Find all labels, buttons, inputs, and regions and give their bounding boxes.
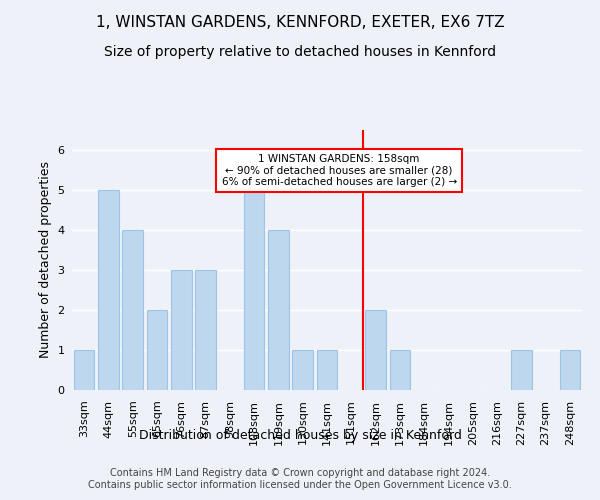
- Bar: [195, 270, 216, 390]
- Bar: [511, 350, 532, 390]
- Bar: [268, 230, 289, 390]
- Bar: [365, 310, 386, 390]
- Bar: [292, 350, 313, 390]
- Text: 1 WINSTAN GARDENS: 158sqm
← 90% of detached houses are smaller (28)
6% of semi-d: 1 WINSTAN GARDENS: 158sqm ← 90% of detac…: [221, 154, 457, 187]
- Text: Contains HM Land Registry data © Crown copyright and database right 2024.
Contai: Contains HM Land Registry data © Crown c…: [88, 468, 512, 490]
- Bar: [74, 350, 94, 390]
- Text: Size of property relative to detached houses in Kennford: Size of property relative to detached ho…: [104, 45, 496, 59]
- Y-axis label: Number of detached properties: Number of detached properties: [38, 162, 52, 358]
- Bar: [171, 270, 191, 390]
- Bar: [146, 310, 167, 390]
- Bar: [317, 350, 337, 390]
- Bar: [244, 190, 265, 390]
- Bar: [122, 230, 143, 390]
- Text: 1, WINSTAN GARDENS, KENNFORD, EXETER, EX6 7TZ: 1, WINSTAN GARDENS, KENNFORD, EXETER, EX…: [95, 15, 505, 30]
- Bar: [389, 350, 410, 390]
- Text: Distribution of detached houses by size in Kennford: Distribution of detached houses by size …: [139, 428, 461, 442]
- Bar: [98, 190, 119, 390]
- Bar: [560, 350, 580, 390]
